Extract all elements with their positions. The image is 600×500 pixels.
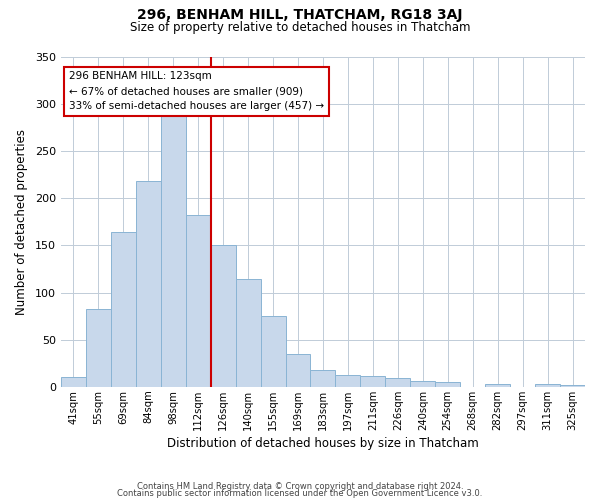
- Bar: [535, 384, 560, 387]
- Text: Size of property relative to detached houses in Thatcham: Size of property relative to detached ho…: [130, 22, 470, 35]
- Bar: [111, 232, 136, 387]
- Bar: [560, 385, 585, 387]
- Bar: [86, 308, 111, 387]
- X-axis label: Distribution of detached houses by size in Thatcham: Distribution of detached houses by size …: [167, 437, 479, 450]
- Bar: [260, 316, 286, 387]
- Y-axis label: Number of detached properties: Number of detached properties: [15, 128, 28, 314]
- Text: 296 BENHAM HILL: 123sqm
← 67% of detached houses are smaller (909)
33% of semi-d: 296 BENHAM HILL: 123sqm ← 67% of detache…: [69, 72, 324, 111]
- Bar: [435, 382, 460, 387]
- Bar: [485, 384, 510, 387]
- Bar: [310, 370, 335, 387]
- Bar: [385, 378, 410, 387]
- Text: 296, BENHAM HILL, THATCHAM, RG18 3AJ: 296, BENHAM HILL, THATCHAM, RG18 3AJ: [137, 8, 463, 22]
- Bar: [335, 374, 361, 387]
- Bar: [410, 381, 435, 387]
- Bar: [61, 376, 86, 387]
- Bar: [161, 115, 186, 387]
- Bar: [361, 376, 385, 387]
- Bar: [236, 280, 260, 387]
- Text: Contains HM Land Registry data © Crown copyright and database right 2024.: Contains HM Land Registry data © Crown c…: [137, 482, 463, 491]
- Text: Contains public sector information licensed under the Open Government Licence v3: Contains public sector information licen…: [118, 490, 482, 498]
- Bar: [136, 181, 161, 387]
- Bar: [211, 246, 236, 387]
- Bar: [186, 215, 211, 387]
- Bar: [286, 354, 310, 387]
